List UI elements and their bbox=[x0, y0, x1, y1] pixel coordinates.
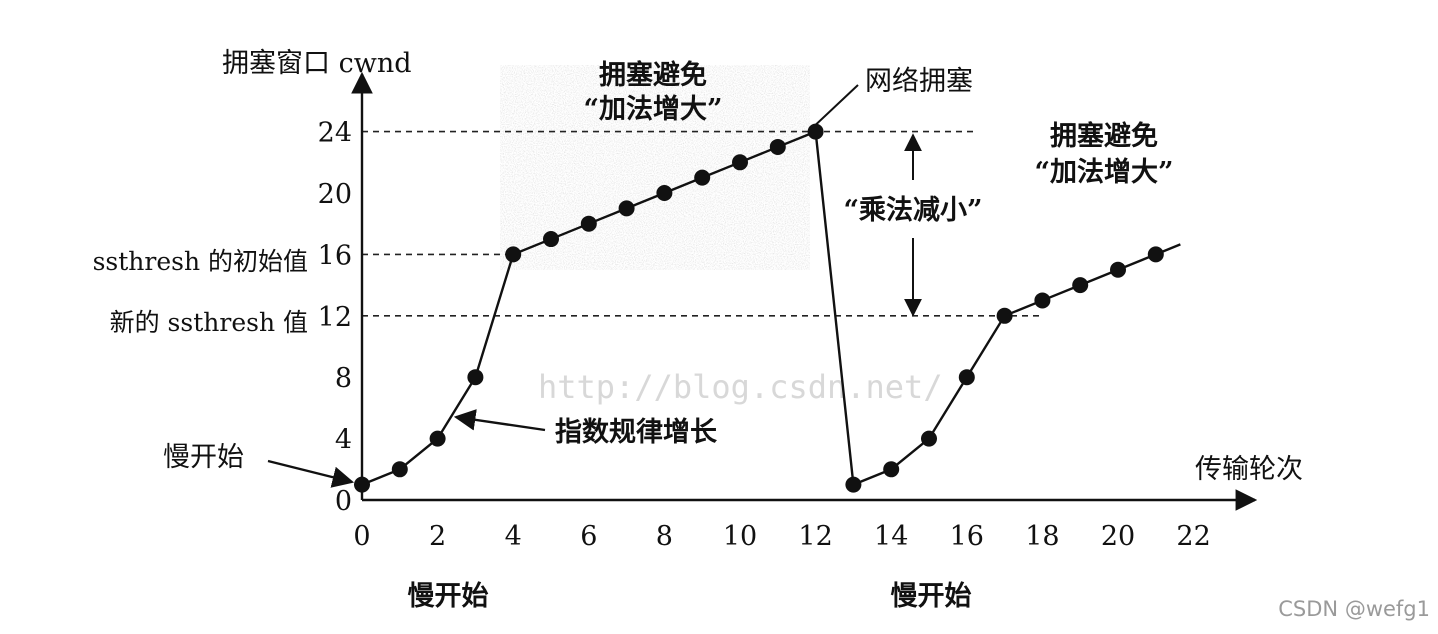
slow-start-pointer bbox=[267, 459, 355, 488]
x-tick-label: 14 bbox=[874, 521, 908, 552]
data-point bbox=[732, 154, 748, 171]
x-tick-label: 16 bbox=[950, 521, 984, 552]
data-point bbox=[618, 200, 635, 217]
multiplicative-decrease-label: “乘法减小” bbox=[843, 195, 982, 226]
slow-start-bottom-2: 慢开始 bbox=[891, 580, 972, 612]
cwnd-line bbox=[361, 129, 1157, 487]
y-tick-label: 12 bbox=[318, 302, 352, 333]
y-tick-label: 24 bbox=[318, 118, 352, 149]
reference-lines bbox=[362, 130, 1040, 317]
exponential-pointer bbox=[453, 409, 546, 432]
ssthresh-initial-label: ssthresh 的初始值 bbox=[93, 247, 308, 276]
x-tick-label: 8 bbox=[656, 521, 673, 552]
x-tick-label: 12 bbox=[798, 521, 832, 552]
data-point bbox=[958, 369, 975, 386]
y-tick-label: 0 bbox=[335, 486, 352, 517]
ssthresh-new-label: 新的 ssthresh 值 bbox=[110, 308, 308, 337]
y-tick-label: 20 bbox=[318, 179, 352, 210]
data-point bbox=[391, 461, 408, 478]
congestion-avoidance-2-line2: “加法增大” bbox=[1034, 156, 1173, 188]
slow-start-bottom-1: 慢开始 bbox=[408, 580, 489, 612]
y-axis-ticks: 0 4 8 12 16 20 24 bbox=[318, 118, 352, 517]
data-point bbox=[656, 185, 673, 201]
data-point bbox=[580, 215, 597, 232]
series-group bbox=[354, 123, 1181, 493]
csdn-credit: CSDN @wefg1 bbox=[1278, 597, 1430, 621]
slow-start-left-label: 慢开始 bbox=[163, 442, 244, 473]
congestion-avoidance-2-line1: 拥塞避免 bbox=[1050, 120, 1158, 152]
data-point bbox=[505, 246, 522, 263]
data-point bbox=[921, 430, 937, 447]
network-congestion-label: 网络拥塞 bbox=[865, 66, 973, 97]
congestion-avoidance-1-line1: 拥塞避免 bbox=[599, 59, 707, 91]
data-point bbox=[467, 369, 484, 386]
data-point bbox=[694, 169, 711, 186]
data-point bbox=[883, 461, 900, 478]
data-point bbox=[543, 231, 559, 248]
data-point bbox=[769, 138, 786, 155]
data-point bbox=[1072, 277, 1089, 294]
data-point bbox=[996, 307, 1013, 324]
y-tick-label: 4 bbox=[335, 425, 352, 456]
x-tick-label: 6 bbox=[580, 521, 597, 552]
data-point bbox=[1147, 246, 1164, 263]
x-tick-label: 2 bbox=[429, 521, 446, 552]
data-point bbox=[845, 476, 862, 493]
data-point bbox=[354, 476, 370, 493]
x-axis-ticks: 0 2 4 6 8 10 12 14 16 18 20 22 bbox=[353, 521, 1210, 552]
watermark: http://blog.csdn.net/ bbox=[538, 368, 943, 406]
data-point bbox=[1110, 261, 1126, 278]
x-tick-label: 0 bbox=[353, 521, 370, 552]
y-axis-title: 拥塞窗口 cwnd bbox=[222, 48, 412, 79]
x-tick-label: 4 bbox=[505, 521, 522, 552]
x-tick-label: 20 bbox=[1101, 521, 1135, 552]
y-tick-label: 8 bbox=[335, 363, 352, 394]
x-axis-title: 传输轮次 bbox=[1195, 454, 1303, 485]
data-point bbox=[1034, 292, 1051, 309]
y-tick-label: 16 bbox=[318, 240, 352, 271]
congestion-pointer bbox=[807, 84, 859, 133]
data-point bbox=[429, 430, 446, 447]
x-tick-label: 22 bbox=[1176, 521, 1210, 552]
congestion-avoidance-1-line2: “加法增大” bbox=[583, 93, 722, 125]
exponential-growth-label: 指数规律增长 bbox=[555, 416, 718, 448]
x-tick-label: 10 bbox=[723, 521, 757, 552]
x-tick-label: 18 bbox=[1025, 521, 1059, 552]
